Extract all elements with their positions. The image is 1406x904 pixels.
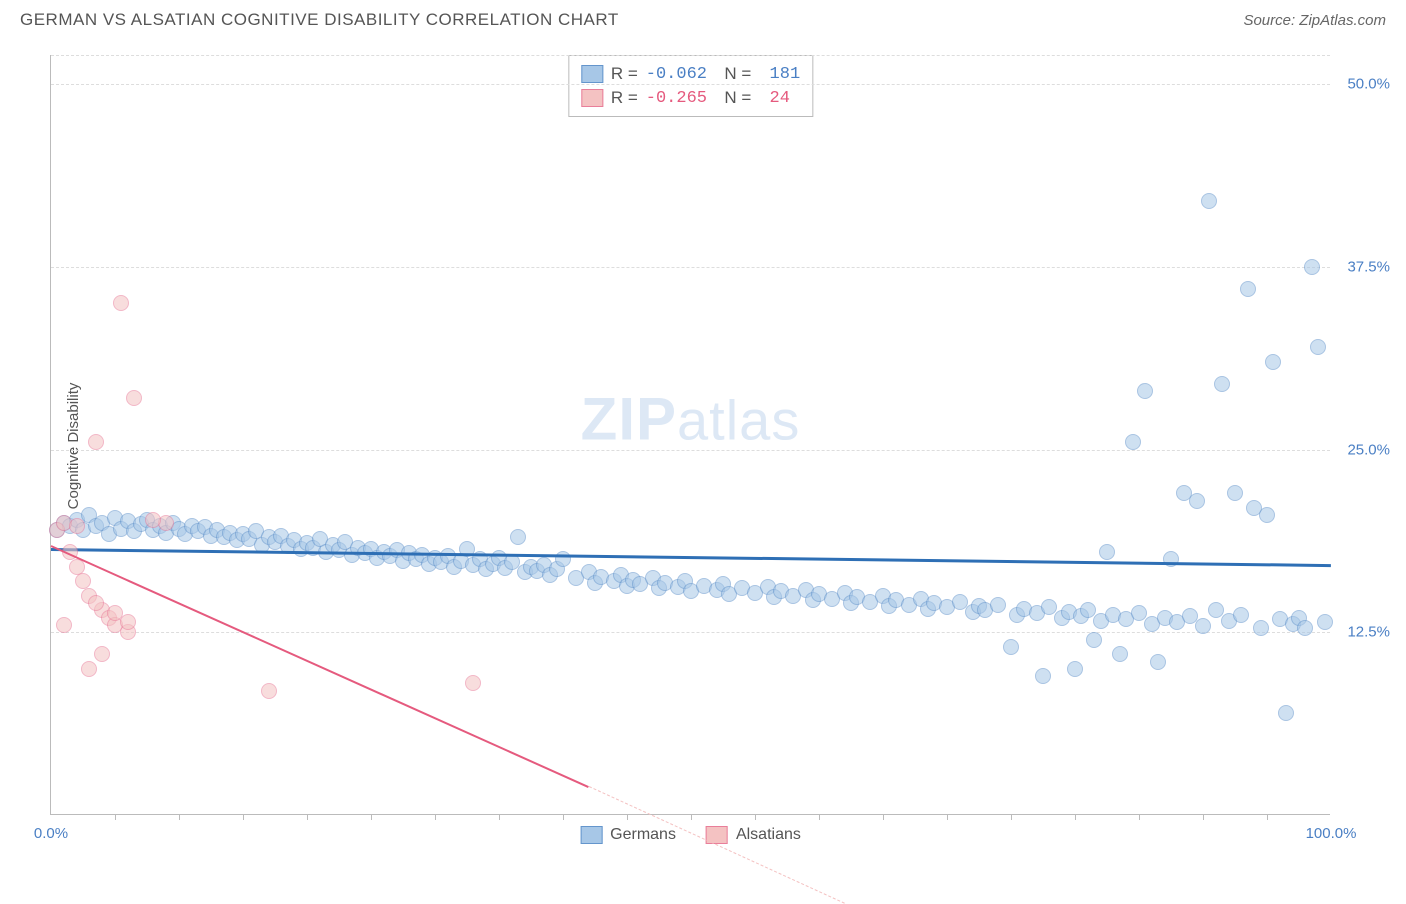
- legend-r-value: -0.062: [646, 65, 707, 84]
- scatter-point: [69, 518, 85, 534]
- scatter-point: [1259, 507, 1275, 523]
- gridline: [51, 267, 1330, 268]
- scatter-point: [1150, 654, 1166, 670]
- y-tick-label: 37.5%: [1347, 258, 1390, 275]
- scatter-point: [1003, 639, 1019, 655]
- legend-r-label: R =: [611, 88, 638, 108]
- scatter-point: [1253, 620, 1269, 636]
- x-tick: [435, 814, 436, 820]
- scatter-point: [1137, 383, 1153, 399]
- scatter-point: [1297, 620, 1313, 636]
- x-tick: [755, 814, 756, 820]
- correlation-legend: R = -0.062 N = 181R = -0.265 N = 24: [568, 55, 813, 117]
- y-tick-label: 50.0%: [1347, 76, 1390, 93]
- scatter-point: [465, 675, 481, 691]
- scatter-point: [1125, 434, 1141, 450]
- watermark: ZIPatlas: [581, 385, 801, 454]
- scatter-point: [1067, 661, 1083, 677]
- x-tick: [499, 814, 500, 820]
- legend-swatch: [581, 65, 603, 83]
- scatter-point: [510, 529, 526, 545]
- legend-label: Germans: [610, 826, 676, 844]
- x-tick-label: 0.0%: [34, 825, 68, 842]
- scatter-point: [56, 617, 72, 633]
- legend-r-value: -0.265: [646, 89, 707, 108]
- legend-row: R = -0.062 N = 181: [581, 62, 800, 86]
- regression-line: [51, 548, 1331, 567]
- chart-source: Source: ZipAtlas.com: [1243, 12, 1386, 29]
- x-tick: [563, 814, 564, 820]
- regression-line: [588, 786, 844, 904]
- scatter-point: [94, 646, 110, 662]
- regression-line: [51, 545, 589, 788]
- legend-item: Germans: [580, 826, 676, 844]
- legend-item: Alsatians: [706, 826, 801, 844]
- scatter-point: [990, 597, 1006, 613]
- scatter-point: [1227, 485, 1243, 501]
- chart-plot-area: ZIPatlas R = -0.062 N = 181R = -0.265 N …: [50, 55, 1330, 815]
- gridline: [51, 55, 1330, 56]
- scatter-point: [1214, 376, 1230, 392]
- x-tick-label: 100.0%: [1306, 825, 1357, 842]
- x-tick: [819, 814, 820, 820]
- x-tick: [1011, 814, 1012, 820]
- x-tick: [1075, 814, 1076, 820]
- scatter-point: [113, 295, 129, 311]
- scatter-point: [120, 614, 136, 630]
- scatter-point: [88, 434, 104, 450]
- scatter-point: [1099, 544, 1115, 560]
- x-tick: [883, 814, 884, 820]
- scatter-point: [1035, 668, 1051, 684]
- scatter-point: [81, 661, 97, 677]
- x-tick: [115, 814, 116, 820]
- x-tick: [1267, 814, 1268, 820]
- scatter-point: [145, 512, 161, 528]
- scatter-point: [1163, 551, 1179, 567]
- legend-swatch: [580, 826, 602, 844]
- x-tick: [307, 814, 308, 820]
- scatter-point: [1310, 339, 1326, 355]
- scatter-point: [126, 390, 142, 406]
- scatter-point: [1240, 281, 1256, 297]
- scatter-point: [1112, 646, 1128, 662]
- legend-n-label: N =: [715, 64, 751, 84]
- gridline: [51, 450, 1330, 451]
- scatter-point: [1265, 354, 1281, 370]
- y-tick-label: 25.0%: [1347, 441, 1390, 458]
- x-tick: [179, 814, 180, 820]
- scatter-point: [1278, 705, 1294, 721]
- x-tick: [691, 814, 692, 820]
- legend-r-label: R =: [611, 64, 638, 84]
- x-tick: [1139, 814, 1140, 820]
- legend-n-label: N =: [715, 88, 751, 108]
- scatter-point: [1189, 493, 1205, 509]
- legend-n-value: 24: [759, 89, 790, 108]
- legend-n-value: 181: [759, 65, 800, 84]
- x-tick: [243, 814, 244, 820]
- chart-header: GERMAN VS ALSATIAN COGNITIVE DISABILITY …: [0, 0, 1406, 35]
- x-tick: [1203, 814, 1204, 820]
- scatter-point: [1195, 618, 1211, 634]
- scatter-point: [1201, 193, 1217, 209]
- gridline: [51, 84, 1330, 85]
- x-tick: [947, 814, 948, 820]
- legend-row: R = -0.265 N = 24: [581, 86, 800, 110]
- legend-label: Alsatians: [736, 826, 801, 844]
- chart-title: GERMAN VS ALSATIAN COGNITIVE DISABILITY …: [20, 10, 619, 30]
- scatter-point: [1233, 607, 1249, 623]
- scatter-point: [261, 683, 277, 699]
- x-tick: [627, 814, 628, 820]
- scatter-point: [1317, 614, 1333, 630]
- scatter-point: [1304, 259, 1320, 275]
- y-tick-label: 12.5%: [1347, 624, 1390, 641]
- scatter-point: [88, 595, 104, 611]
- scatter-point: [1086, 632, 1102, 648]
- x-tick: [371, 814, 372, 820]
- legend-swatch: [581, 89, 603, 107]
- scatter-point: [75, 573, 91, 589]
- series-legend: Germans Alsatians: [580, 826, 801, 844]
